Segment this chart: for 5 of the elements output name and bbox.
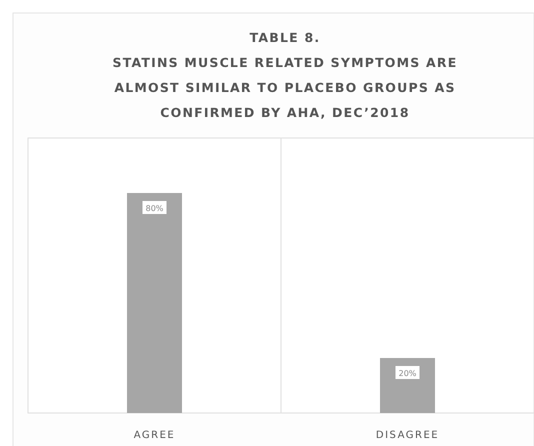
x-tick-label: AGREE (134, 430, 176, 441)
data-label: 20% (398, 369, 417, 378)
x-tick-label: DISAGREE (376, 430, 440, 441)
chart-title: TABLE 8. STATINS MUSCLE RELATED SYMPTOMS ARE ALMOST SIMILAR TO PLACEBO GROUPS AS CONFIRMED BY AHA, DEC’2018 (112, 30, 458, 120)
data-label: 80% (146, 204, 164, 213)
